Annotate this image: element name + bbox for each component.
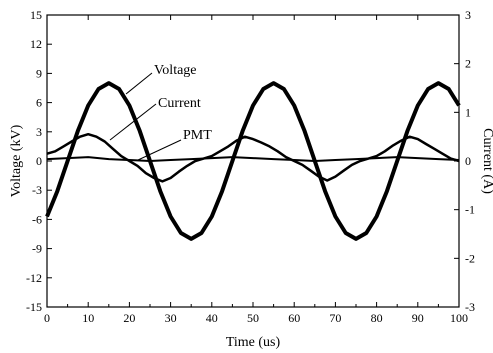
x-tick-label: 40	[206, 311, 218, 325]
y-tick-label: 9	[36, 66, 42, 80]
x-tick-label: 80	[371, 311, 383, 325]
annotation-pmt: PMT	[183, 128, 212, 143]
voltage-arrow	[125, 72, 153, 95]
series-line-voltage	[45, 81, 461, 241]
y-tick-label: -12	[26, 271, 42, 285]
x-tick-label: 30	[165, 311, 177, 325]
pmt-arrow	[137, 139, 182, 161]
y2-tick-label: 3	[465, 8, 471, 22]
y-tick-label: 15	[30, 8, 42, 22]
series-line-pmt	[46, 156, 460, 162]
y-tick-label: -15	[26, 300, 42, 314]
y2-tick-label: -2	[465, 251, 475, 265]
y-tick-label: 0	[36, 154, 42, 168]
x-tick-label: 0	[44, 311, 50, 325]
x-tick-label: 70	[329, 311, 341, 325]
y-tick-label: 12	[30, 37, 42, 51]
y-tick-label: -9	[32, 242, 42, 256]
series-line-current	[46, 132, 460, 183]
y2-tick-label: 0	[465, 154, 471, 168]
x-tick-label: 90	[412, 311, 424, 325]
series-layer	[45, 81, 461, 241]
labels-layer: 0 10 20 30 40 50 60 70 80 90 100-15-12-9-6-3036912…	[26, 8, 475, 325]
y-tick-label: 3	[36, 125, 42, 139]
y-tick-label: 6	[36, 96, 42, 110]
y2-tick-label: -1	[465, 203, 475, 217]
y2-tick-label: 1	[465, 105, 471, 119]
y2-tick-label: 2	[465, 57, 471, 71]
annotation-current: Current	[158, 96, 201, 111]
x-axis-title: Time (us)	[226, 335, 281, 350]
x-tick-label: 100	[450, 311, 468, 325]
x-tick-label: 60	[288, 311, 300, 325]
annotation-layer: Voltage Current PMT	[109, 63, 212, 161]
y-tick-label: -6	[32, 212, 42, 226]
x-tick-label: 20	[123, 311, 135, 325]
x-tick-label: 50	[247, 311, 259, 325]
y-tick-label: -3	[32, 183, 42, 197]
y-axis-title: Voltage (kV)	[9, 124, 24, 197]
current-arrow	[109, 103, 157, 141]
y2-axis-title: Current (A)	[480, 128, 493, 194]
annotation-voltage: Voltage	[154, 63, 197, 78]
y2-tick-label: -3	[465, 300, 475, 314]
x-tick-label: 10	[82, 311, 94, 325]
plot-frame	[46, 14, 460, 308]
